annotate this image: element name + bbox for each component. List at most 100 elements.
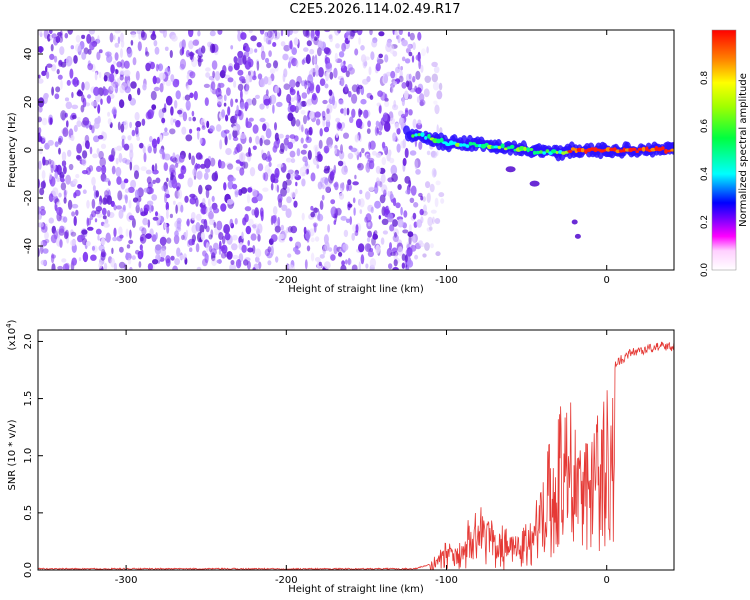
noise-blob (103, 262, 108, 270)
noise-blob (169, 213, 173, 219)
noise-blob (401, 82, 407, 89)
noise-blob (251, 196, 259, 204)
noise-blob (248, 147, 251, 157)
noise-blob (191, 155, 196, 166)
branch-point (529, 180, 540, 187)
noise-blob (389, 242, 392, 251)
noise-blob (196, 266, 202, 270)
noise-blob (48, 217, 54, 224)
noise-blob (409, 197, 415, 203)
noise-blob (221, 244, 228, 254)
noise-blob (113, 204, 117, 211)
spectrogram-signal-track (403, 125, 674, 239)
noise-blob (171, 34, 178, 42)
noise-blob (189, 128, 193, 134)
noise-blob (305, 30, 310, 38)
noise-blob (257, 234, 261, 242)
noise-blob (211, 257, 218, 267)
spectrogram-noise-field (38, 30, 445, 270)
signal-core (417, 133, 422, 137)
noise-blob (102, 197, 108, 205)
noise-blob (118, 261, 126, 269)
noise-blob (426, 46, 429, 54)
noise-blob (111, 165, 116, 175)
noise-blob (366, 76, 371, 83)
noise-blob (145, 233, 152, 240)
noise-blob (84, 81, 90, 91)
noise-blob (232, 234, 238, 241)
noise-blob (70, 134, 75, 142)
noise-blob (164, 46, 169, 51)
noise-blob (270, 182, 274, 191)
noise-blob (393, 100, 397, 108)
noise-blob (252, 124, 259, 134)
noise-blob (412, 118, 417, 129)
noise-blob (428, 192, 431, 199)
noise-blob (283, 83, 291, 90)
noise-blob (152, 179, 156, 184)
noise-blob (228, 65, 233, 72)
noise-blob (41, 170, 46, 180)
noise-blob (276, 101, 283, 108)
noise-blob (100, 252, 106, 261)
noise-blob (199, 224, 205, 234)
noise-blob (253, 70, 256, 79)
signal-core (539, 150, 543, 154)
noise-blob (302, 143, 308, 149)
noise-blob (59, 239, 63, 248)
noise-blob (367, 230, 372, 238)
noise-blob (325, 119, 331, 129)
noise-blob (129, 149, 134, 160)
noise-blob (178, 154, 185, 163)
noise-blob (324, 30, 331, 33)
noise-blob (98, 150, 104, 160)
noise-blob (227, 180, 234, 190)
colorbar: 0.0 0.2 0.4 0.6 0.8 Normalized spectral ampl… (700, 29, 749, 277)
noise-blob (244, 206, 252, 212)
noise-blob (304, 259, 308, 270)
noise-blob (229, 177, 236, 182)
noise-blob (324, 177, 329, 186)
noise-blob (381, 184, 388, 194)
noise-blob (136, 136, 141, 142)
noise-blob (306, 40, 312, 47)
noise-blob (218, 249, 222, 255)
noise-blob (152, 30, 156, 37)
noise-blob (60, 178, 65, 183)
noise-blob (200, 231, 205, 241)
noise-blob (356, 30, 363, 36)
noise-blob (367, 120, 371, 128)
noise-blob (101, 207, 107, 216)
noise-blob (212, 70, 216, 79)
noise-blob (307, 74, 314, 85)
noise-blob (340, 215, 347, 221)
noise-blob (101, 165, 107, 175)
snr-x-axis-label: Height of straight line (km) (288, 584, 424, 595)
noise-blob (185, 49, 190, 58)
noise-blob (358, 108, 362, 118)
noise-blob (146, 176, 152, 185)
noise-blob (205, 206, 211, 217)
noise-blob (42, 156, 46, 166)
noise-blob (197, 30, 201, 37)
signal-core (436, 138, 441, 144)
noise-blob (51, 86, 54, 96)
noise-blob (326, 137, 333, 147)
noise-blob (41, 70, 47, 77)
noise-blob (142, 217, 149, 226)
noise-blob (394, 122, 400, 130)
noise-blob (152, 216, 159, 221)
noise-blob (333, 244, 338, 255)
noise-blob (221, 109, 226, 118)
noise-blob (314, 146, 318, 157)
noise-blob (346, 107, 350, 116)
noise-blob (145, 111, 152, 120)
noise-blob (240, 89, 243, 100)
noise-blob (129, 161, 133, 171)
noise-blob (419, 242, 425, 247)
noise-blob (85, 240, 91, 247)
noise-blob (322, 116, 326, 121)
noise-blob (209, 219, 214, 225)
noise-blob (390, 70, 396, 79)
noise-blob (401, 262, 406, 269)
